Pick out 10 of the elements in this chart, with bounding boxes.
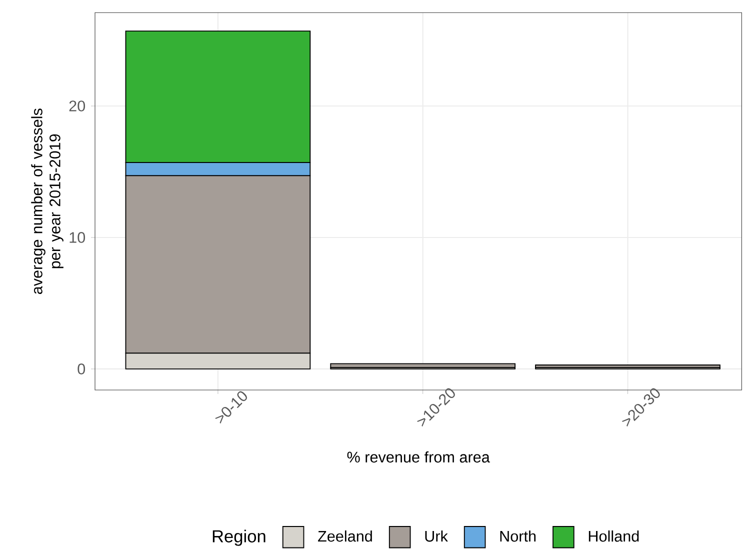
legend-label: Holland xyxy=(588,530,639,542)
x-axis-title: % revenue from area xyxy=(347,452,490,463)
legend-label: North xyxy=(500,530,536,542)
legend-title: Region xyxy=(212,530,266,546)
y-tick-label: 0 xyxy=(78,364,86,375)
y-axis-title: average number of vessels per year 2015-2019 xyxy=(31,108,64,294)
legend-label: Zeeland xyxy=(318,530,372,542)
legend-label: Urk xyxy=(425,530,448,542)
y-tick-label: 10 xyxy=(70,232,86,244)
y-tick-label: 20 xyxy=(69,100,86,112)
